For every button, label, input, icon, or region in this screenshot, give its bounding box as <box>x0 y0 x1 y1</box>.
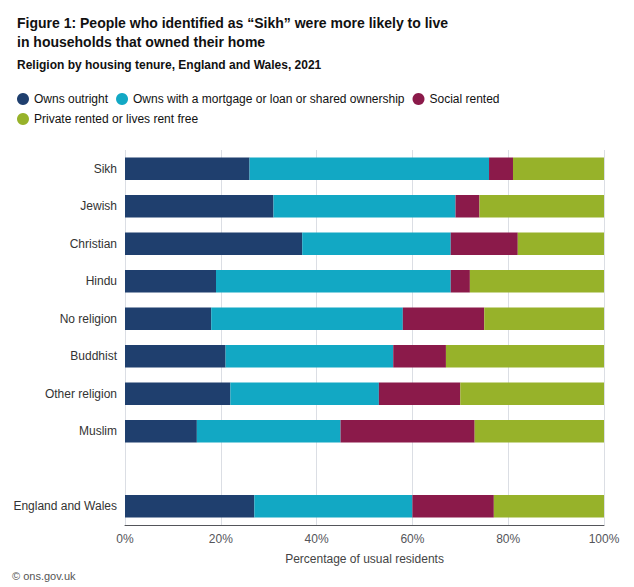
svg-text:Owns outright: Owns outright <box>34 92 109 106</box>
svg-text:Muslim: Muslim <box>79 424 117 438</box>
svg-text:England and Wales: England and Wales <box>13 499 117 513</box>
svg-text:Owns with a mortgage or loan o: Owns with a mortgage or loan or shared o… <box>133 92 405 106</box>
svg-text:60%: 60% <box>400 532 424 546</box>
svg-text:Christian: Christian <box>70 237 117 251</box>
svg-text:Jewish: Jewish <box>80 199 117 213</box>
svg-text:20%: 20% <box>209 532 233 546</box>
svg-text:Percentage of usual residents: Percentage of usual residents <box>285 552 444 566</box>
svg-text:© ons.gov.uk: © ons.gov.uk <box>12 570 76 582</box>
svg-text:0%: 0% <box>116 532 134 546</box>
svg-text:Other religion: Other religion <box>45 387 117 401</box>
svg-text:Hindu: Hindu <box>86 274 117 288</box>
svg-text:40%: 40% <box>305 532 329 546</box>
svg-text:80%: 80% <box>496 532 520 546</box>
svg-text:in households that owned their: in households that owned their home <box>17 34 265 50</box>
svg-text:Social rented: Social rented <box>430 92 500 106</box>
svg-text:Private rented or lives rent f: Private rented or lives rent free <box>34 112 198 126</box>
svg-text:Figure 1: People who identifie: Figure 1: People who identified as “Sikh… <box>17 15 448 31</box>
svg-text:100%: 100% <box>589 532 620 546</box>
svg-text:Sikh: Sikh <box>94 162 117 176</box>
svg-text:Religion by housing tenure, En: Religion by housing tenure, England and … <box>17 58 322 72</box>
svg-text:No religion: No religion <box>60 312 117 326</box>
svg-text:Buddhist: Buddhist <box>70 349 117 363</box>
